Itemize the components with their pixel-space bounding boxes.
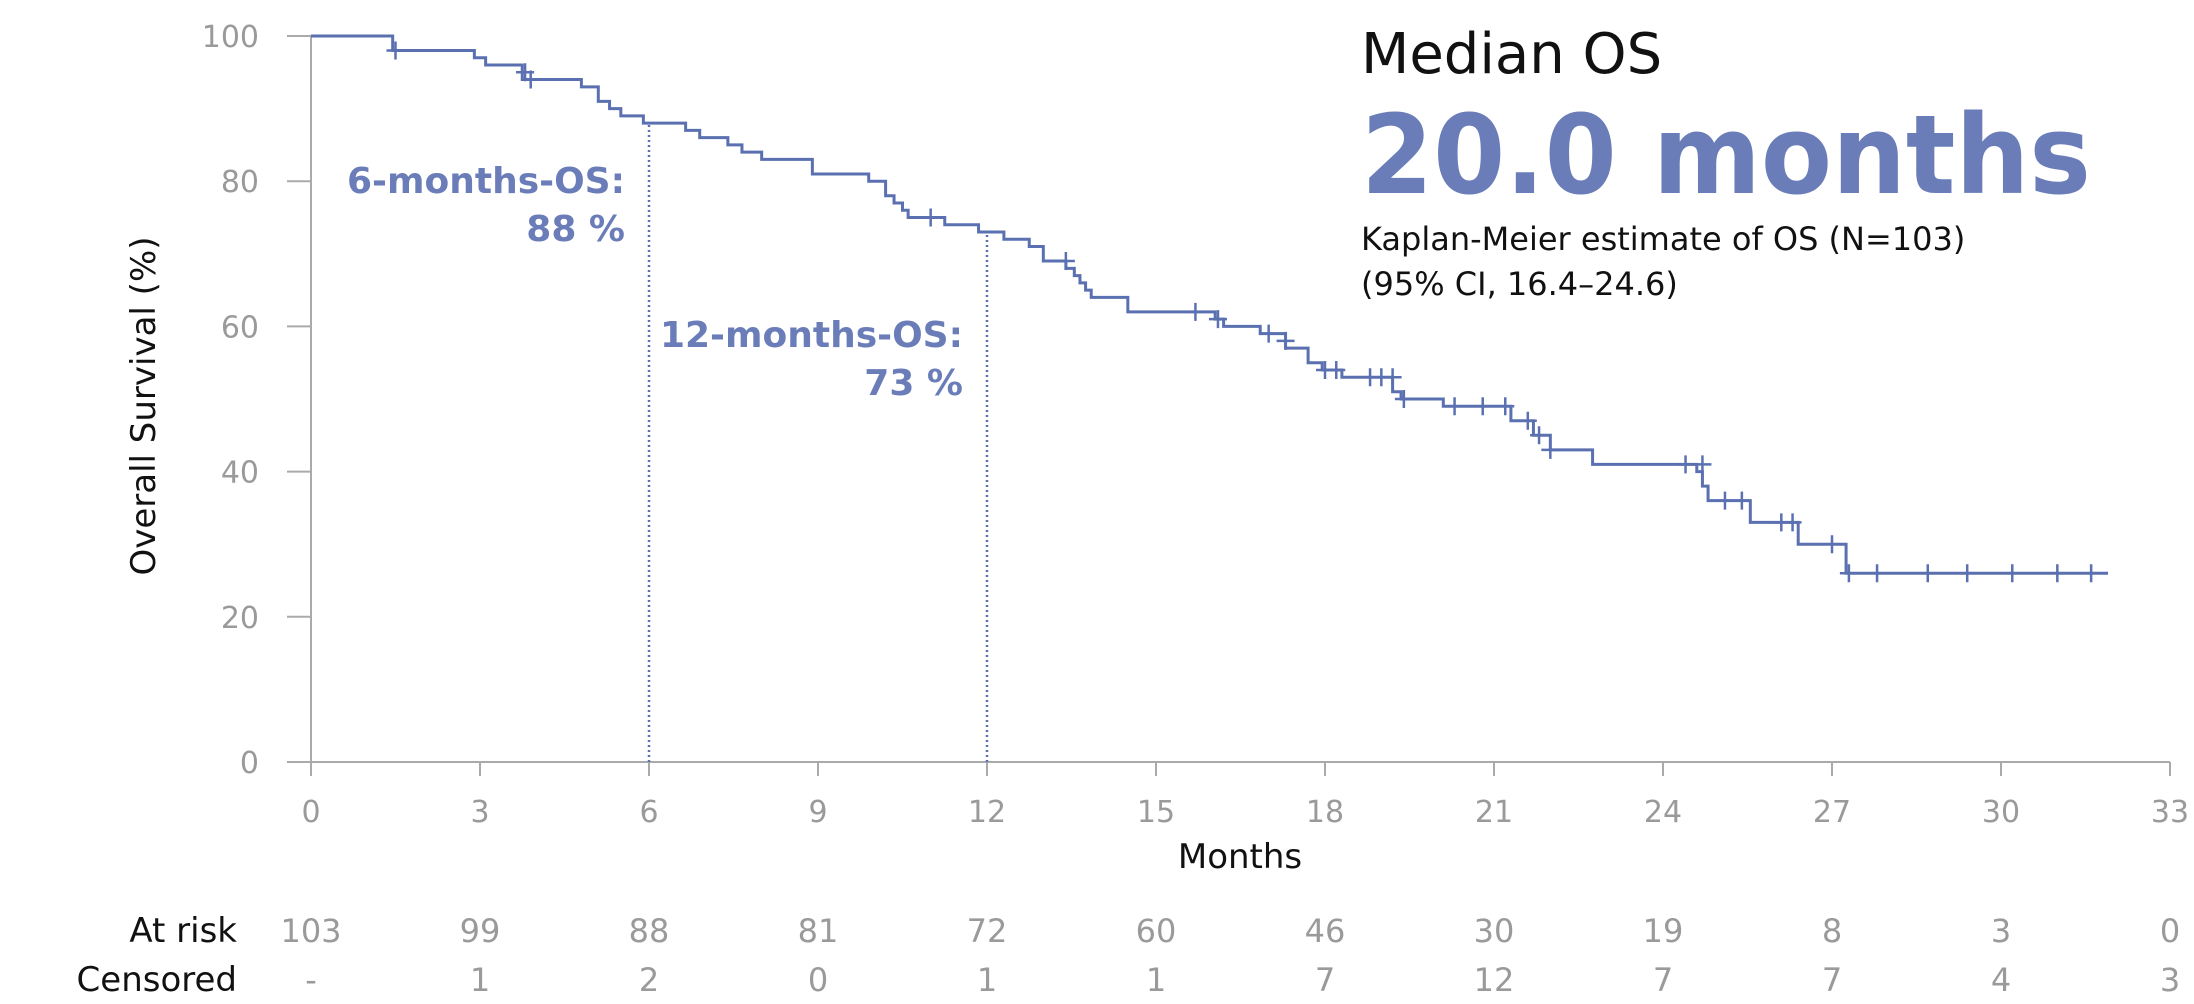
risk-censored: 2 xyxy=(639,961,659,999)
risk-censored: 3 xyxy=(2160,961,2180,999)
x-tick-label: 24 xyxy=(1644,795,1682,830)
censor-mark xyxy=(386,41,405,60)
censor-mark xyxy=(1473,397,1492,416)
censor-mark xyxy=(1732,491,1751,510)
y-axis-title: Overall Survival (%) xyxy=(124,236,164,575)
censor-mark xyxy=(1693,455,1712,474)
risk-at-risk: 3 xyxy=(1991,912,2011,950)
y-tick-label: 20 xyxy=(221,601,259,636)
x-tick-label: 33 xyxy=(2151,795,2189,830)
risk-at-risk: 30 xyxy=(1474,912,1515,950)
censor-mark xyxy=(2048,564,2067,583)
y-tick-label: 0 xyxy=(240,746,259,781)
risk-at-risk: 46 xyxy=(1305,912,1346,950)
censor-mark xyxy=(1715,491,1734,510)
x-tick-label: 3 xyxy=(470,795,489,830)
risk-at-risk: 99 xyxy=(460,912,501,950)
censor-mark xyxy=(1868,564,1887,583)
x-tick-label: 0 xyxy=(301,795,320,830)
risk-censored: 1 xyxy=(977,961,997,999)
risk-censored: 1 xyxy=(1146,961,1166,999)
censor-mark xyxy=(1496,397,1515,416)
risk-at-risk: 72 xyxy=(967,912,1008,950)
y-tick-label: 60 xyxy=(221,310,259,345)
censor-mark xyxy=(1823,535,1841,554)
risk-at-risk: 19 xyxy=(1643,912,1684,950)
risk-row-label: At risk xyxy=(129,911,237,951)
censor-mark xyxy=(1839,564,1858,583)
x-tick-label: 21 xyxy=(1475,795,1513,830)
x-axis-title: Months xyxy=(1178,837,1302,877)
censor-mark xyxy=(1541,440,1560,459)
censor-mark xyxy=(1958,564,1977,583)
risk-censored: 1 xyxy=(470,961,490,999)
censor-mark xyxy=(1383,368,1402,387)
y-tick-label: 80 xyxy=(221,165,259,200)
reference-value: 88 % xyxy=(526,209,625,250)
median-note: Kaplan-Meier estimate of OS (N=103) xyxy=(1361,220,1965,258)
censor-mark xyxy=(2082,564,2101,583)
censor-mark xyxy=(1259,324,1278,343)
reference-label: 6-months-OS: xyxy=(347,161,625,202)
reference-label: 12-months-OS: xyxy=(660,315,963,356)
risk-row-label: Censored xyxy=(77,960,237,1000)
risk-at-risk: 8 xyxy=(1822,912,1842,950)
risk-censored: 4 xyxy=(1991,961,2011,999)
risk-censored: 12 xyxy=(1474,961,1515,999)
censor-mark xyxy=(1518,411,1537,430)
reference-value: 73 % xyxy=(864,363,963,404)
censor-mark xyxy=(1394,390,1413,408)
censor-mark xyxy=(1530,426,1549,445)
median-value: 20.0 months xyxy=(1361,91,2091,219)
y-tick-label: 40 xyxy=(221,456,259,491)
y-tick-label: 100 xyxy=(202,20,259,55)
censor-mark xyxy=(1186,302,1205,321)
censor-mark xyxy=(1327,360,1346,379)
risk-censored: 7 xyxy=(1822,961,1842,999)
risk-at-risk: 88 xyxy=(629,912,670,950)
x-tick-label: 18 xyxy=(1306,795,1344,830)
risk-censored: 7 xyxy=(1315,961,1335,999)
risk-at-risk: 60 xyxy=(1136,912,1177,950)
risk-at-risk: 103 xyxy=(280,912,341,950)
censor-mark xyxy=(1208,310,1227,329)
risk-censored: 0 xyxy=(808,961,828,999)
censor-mark xyxy=(1056,252,1075,271)
censor-mark xyxy=(2003,564,2022,583)
risk-censored: - xyxy=(305,961,317,999)
censor-mark xyxy=(1783,513,1802,532)
censor-mark xyxy=(1445,397,1464,416)
censor-mark xyxy=(521,70,540,89)
risk-at-risk: 0 xyxy=(2160,912,2180,950)
x-tick-label: 30 xyxy=(1982,795,2020,830)
x-tick-label: 27 xyxy=(1813,795,1851,830)
risk-at-risk: 81 xyxy=(798,912,839,950)
censor-mark xyxy=(1676,455,1695,474)
median-ci: (95% CI, 16.4–24.6) xyxy=(1361,265,1678,303)
median-title: Median OS xyxy=(1361,22,1662,87)
censor-mark xyxy=(1918,564,1937,583)
x-tick-label: 6 xyxy=(639,795,658,830)
x-tick-label: 9 xyxy=(808,795,827,830)
risk-censored: 7 xyxy=(1653,961,1673,999)
x-tick-label: 12 xyxy=(968,795,1006,830)
censor-mark xyxy=(921,208,940,227)
censor-mark xyxy=(1276,331,1295,350)
x-tick-label: 15 xyxy=(1137,795,1175,830)
